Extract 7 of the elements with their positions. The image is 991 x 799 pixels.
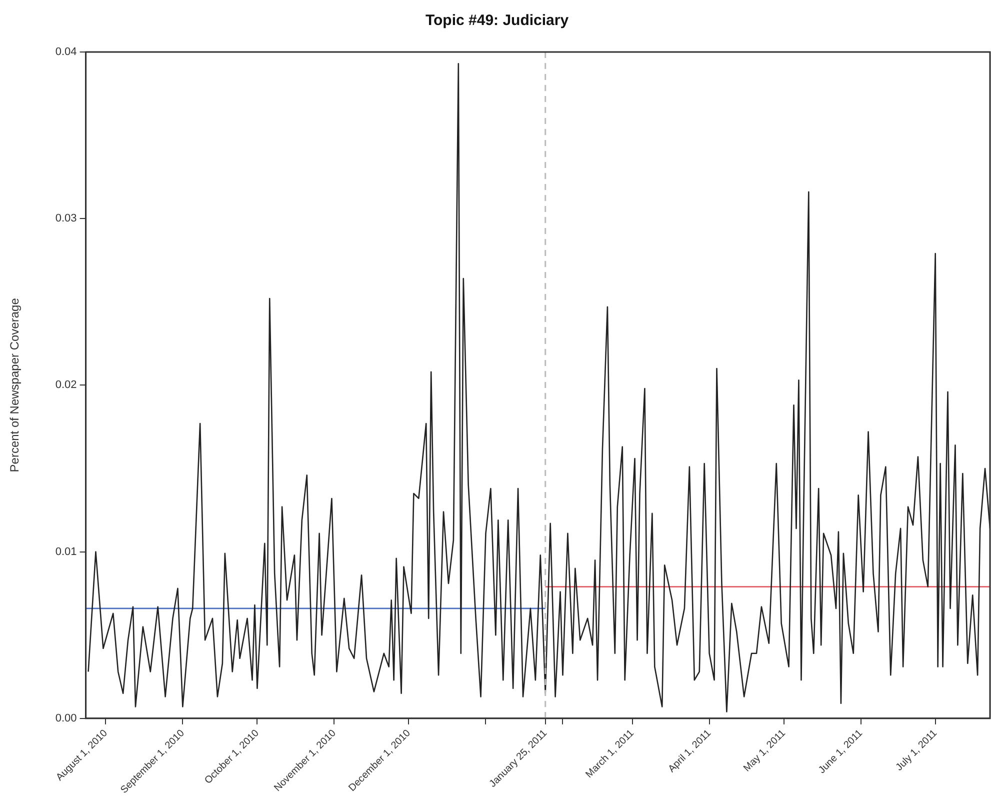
y-tick-label: 0.03 (55, 212, 77, 225)
y-tick-label: 0.04 (55, 46, 77, 58)
y-axis-title: Percent of Newspaper Coverage (8, 298, 22, 472)
y-tick-label: 0.00 (55, 712, 77, 724)
chart-title: Topic #49: Judiciary (425, 12, 570, 30)
y-tick-label: 0.01 (55, 546, 77, 558)
y-tick-label: 0.02 (55, 379, 77, 392)
